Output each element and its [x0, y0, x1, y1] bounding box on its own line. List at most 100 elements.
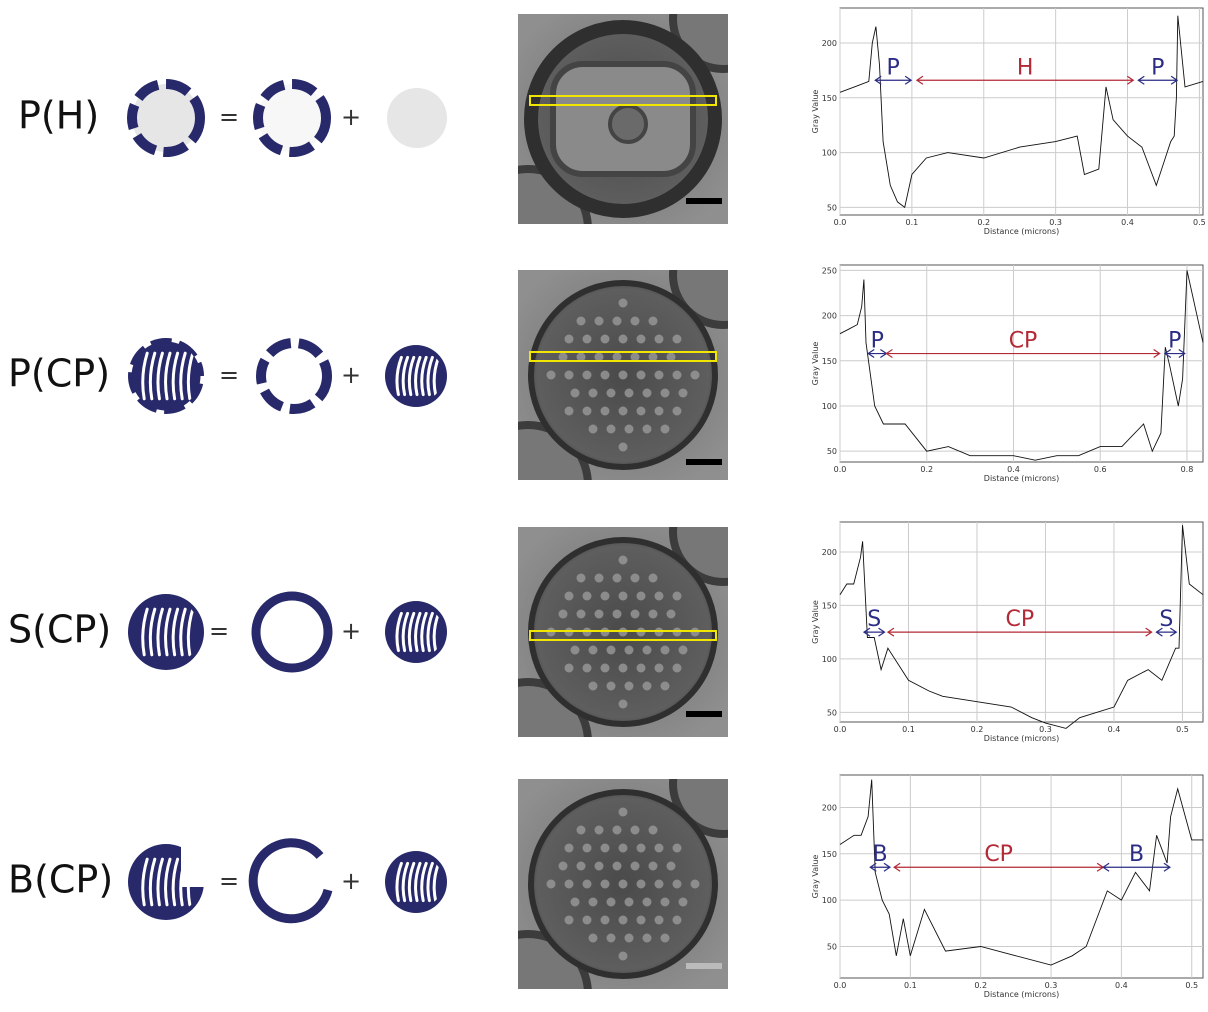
profile-plot: 0.00.10.20.30.40.550100150200Gray ValueD…	[811, 8, 1206, 236]
tem-pore	[655, 916, 664, 925]
tem-pore	[619, 664, 628, 673]
x-tick-label: 0.5	[1185, 981, 1198, 990]
tem-pore	[643, 389, 652, 398]
tem-pore	[607, 425, 616, 434]
row-label: B(CP)	[8, 858, 113, 902]
tem-pore	[565, 371, 574, 380]
y-axis-label: Gray Value	[811, 855, 820, 899]
x-tick-label: 0.1	[904, 981, 917, 990]
tem-pore	[571, 646, 580, 655]
tem-pore	[619, 916, 628, 925]
tem-pore	[679, 898, 688, 907]
equals-sign: =	[219, 867, 239, 895]
x-tick-label: 0.0	[834, 218, 847, 227]
row: B(CP)=+	[8, 734, 773, 1012]
y-tick-label: 200	[822, 803, 837, 812]
row: P(CP)=+	[8, 225, 773, 545]
annotation-label: S	[1159, 607, 1173, 632]
y-tick-label: 200	[822, 312, 837, 321]
tem-image	[468, 482, 773, 802]
annotation-label: B	[873, 842, 888, 867]
tem-pore	[589, 389, 598, 398]
tem-pore	[565, 844, 574, 853]
y-tick-label: 150	[822, 601, 837, 610]
tem-pore	[691, 880, 700, 889]
y-tick-label: 100	[822, 896, 837, 905]
tem-pore	[655, 407, 664, 416]
x-tick-label: 0.2	[977, 218, 990, 227]
y-tick-label: 100	[822, 655, 837, 664]
tem-pore	[673, 916, 682, 925]
tem-pore	[613, 610, 622, 619]
tem-image	[468, 734, 773, 1012]
annotation-label: B	[1129, 842, 1144, 867]
row-label: S(CP)	[8, 608, 111, 652]
tem-pore	[595, 317, 604, 326]
y-axis-label: Gray Value	[811, 342, 820, 386]
tem-pore	[643, 425, 652, 434]
shell	[253, 843, 328, 919]
tem-pore	[607, 898, 616, 907]
scale-bar	[686, 198, 722, 204]
y-tick-label: 200	[822, 548, 837, 557]
tem-pore	[619, 335, 628, 344]
tem-pore	[583, 592, 592, 601]
tem-pore	[673, 844, 682, 853]
core	[387, 88, 447, 148]
y-tick-label: 250	[822, 266, 837, 275]
x-tick-label: 0.5	[1193, 218, 1206, 227]
tem-pore	[613, 826, 622, 835]
tem-pore	[601, 880, 610, 889]
tem-pore	[631, 317, 640, 326]
tem-pore	[637, 592, 646, 601]
tem-pore	[601, 335, 610, 344]
tem-pore	[625, 646, 634, 655]
annotation-label: P	[887, 55, 900, 80]
tem-pore	[583, 407, 592, 416]
x-tick-label: 0.4	[1115, 981, 1128, 990]
tem-pore	[643, 934, 652, 943]
tem-pore	[613, 317, 622, 326]
tem-pore	[583, 844, 592, 853]
x-tick-label: 0.3	[1039, 725, 1052, 734]
figure: P(H)=+0.00.10.20.30.40.550100150200Gray …	[0, 0, 1208, 1012]
tem-pore	[601, 664, 610, 673]
tem-pore	[619, 952, 628, 961]
annotation-label: CP	[984, 842, 1013, 867]
tem-pore	[589, 646, 598, 655]
tem-pore	[565, 407, 574, 416]
x-tick-label: 0.0	[834, 465, 847, 474]
tem-pore	[667, 610, 676, 619]
tem-pore	[547, 371, 556, 380]
tem-pore	[649, 574, 658, 583]
row: S(CP)=+	[8, 482, 773, 802]
tem-pore	[655, 335, 664, 344]
tem-pore	[649, 826, 658, 835]
tem-pore	[613, 862, 622, 871]
tem-pore	[631, 574, 640, 583]
tem-pore	[619, 299, 628, 308]
row-label: P(CP)	[8, 352, 110, 396]
scale-bar	[686, 711, 722, 717]
plus-sign: +	[341, 617, 361, 645]
tem-pore	[619, 700, 628, 709]
tem-pore	[649, 862, 658, 871]
x-tick-label: 0.2	[971, 725, 984, 734]
tem-pore	[631, 826, 640, 835]
y-axis-label: Gray Value	[811, 600, 820, 644]
tem-pore	[583, 335, 592, 344]
tem-pore	[565, 335, 574, 344]
tem-pore	[547, 880, 556, 889]
tem-pore	[577, 574, 586, 583]
tem-pore	[601, 916, 610, 925]
y-tick-label: 50	[827, 447, 837, 456]
shell	[256, 596, 328, 668]
x-tick-label: 0.8	[1181, 465, 1194, 474]
y-tick-label: 150	[822, 850, 837, 859]
y-tick-label: 50	[827, 708, 837, 717]
tem-pore	[619, 371, 628, 380]
tem-pore	[619, 808, 628, 817]
tem-pore	[661, 646, 670, 655]
annotation-label: S	[867, 607, 881, 632]
y-tick-label: 100	[822, 149, 837, 158]
